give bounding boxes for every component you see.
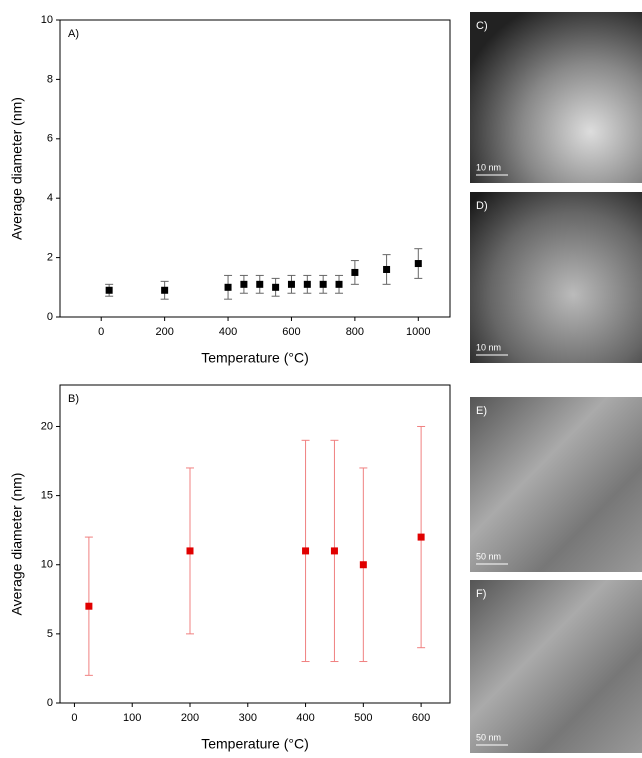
x-tick-label: 600 <box>282 326 300 338</box>
plot-frame <box>59 384 451 704</box>
y-tick-label: 6 <box>47 133 53 145</box>
image-label: E) <box>476 405 487 417</box>
panel-label: B) <box>68 393 79 405</box>
x-tick-label: 1000 <box>406 326 430 338</box>
point <box>330 547 338 555</box>
point <box>272 283 280 291</box>
x-tick-label: 800 <box>346 326 364 338</box>
y-tick-label: 4 <box>47 192 53 204</box>
scale-label: 10 nm <box>476 342 501 352</box>
x-tick-label: 100 <box>123 712 141 724</box>
micrographs <box>470 12 642 753</box>
point <box>287 280 295 288</box>
y-tick-label: 0 <box>47 311 53 323</box>
point <box>351 268 359 276</box>
x-tick-label: 600 <box>412 712 430 724</box>
image-label: D) <box>476 200 488 212</box>
scale-label: 10 nm <box>476 162 501 172</box>
x-axis-title: Temperature (°C) <box>201 736 309 752</box>
point <box>105 286 113 294</box>
y-tick-label: 5 <box>47 628 53 640</box>
panel-label: A) <box>68 28 79 40</box>
point <box>417 533 425 541</box>
y-tick-label: 20 <box>41 420 53 432</box>
point <box>224 283 232 291</box>
x-tick-label: 0 <box>98 326 104 338</box>
y-axis-title: Average diameter (nm) <box>9 97 25 240</box>
point <box>319 280 327 288</box>
point <box>186 547 194 555</box>
point <box>302 547 310 555</box>
x-axis-title: Temperature (°C) <box>201 350 309 366</box>
point <box>359 561 367 569</box>
point <box>161 286 169 294</box>
x-tick-label: 200 <box>155 326 173 338</box>
x-tick-label: 200 <box>181 712 199 724</box>
y-tick-label: 15 <box>41 490 53 502</box>
x-tick-label: 0 <box>71 712 77 724</box>
x-tick-label: 400 <box>296 712 314 724</box>
y-tick-label: 10 <box>41 559 53 571</box>
point <box>303 280 311 288</box>
y-tick-label: 2 <box>47 252 53 264</box>
x-tick-label: 500 <box>354 712 372 724</box>
y-axis-title: Average diameter (nm) <box>9 473 25 616</box>
plot-frame <box>59 19 451 318</box>
y-tick-label: 10 <box>41 14 53 26</box>
micrograph <box>470 192 642 363</box>
x-tick-label: 400 <box>219 326 237 338</box>
point <box>85 602 93 610</box>
y-tick-label: 8 <box>47 73 53 85</box>
point <box>240 280 248 288</box>
image-label: F) <box>476 588 486 600</box>
point <box>414 260 422 268</box>
micrograph <box>470 580 642 753</box>
point <box>335 280 343 288</box>
scale-label: 50 nm <box>476 551 501 561</box>
point <box>383 265 391 273</box>
y-tick-label: 0 <box>47 697 53 709</box>
image-label: C) <box>476 20 488 32</box>
point <box>256 280 264 288</box>
micrograph <box>470 12 642 183</box>
x-tick-label: 300 <box>239 712 257 724</box>
micrograph <box>470 397 642 572</box>
scale-label: 50 nm <box>476 732 501 742</box>
